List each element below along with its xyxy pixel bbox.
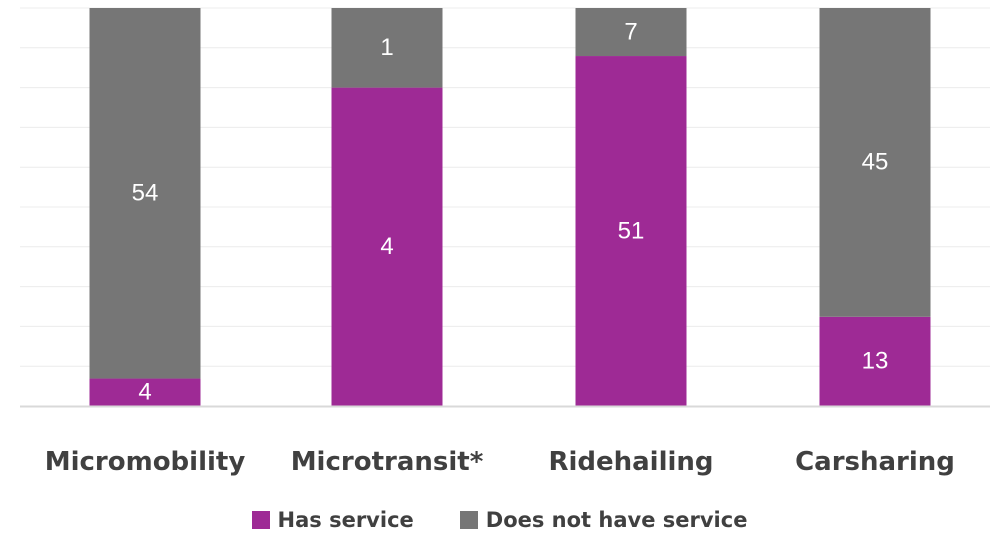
legend-label-has-service: Has service (277, 508, 414, 532)
data-label-has-service-micromobility: 4 (138, 379, 151, 406)
category-label-carsharing: Carsharing (795, 447, 955, 477)
bar-has-service-micromobility (89, 378, 201, 406)
bar-no-service-carsharing (819, 8, 931, 317)
data-label-has-service-microtransit: 4 (380, 233, 393, 260)
legend-swatch-has-service (251, 511, 270, 529)
bar-no-service-micromobility (89, 8, 201, 379)
legend-label-no-service: Does not have service (485, 508, 748, 532)
category-label-micromobility: Micromobility (45, 447, 246, 477)
legend: Has service Does not have service (0, 508, 999, 532)
data-label-no-service-carsharing: 45 (862, 149, 889, 176)
data-label-has-service-ridehailing: 51 (618, 217, 645, 244)
bar-has-service-ridehailing (575, 56, 687, 406)
data-label-no-service-ridehailing: 7 (624, 18, 637, 45)
bar-has-service-microtransit (331, 87, 443, 406)
data-label-no-service-micromobility: 54 (132, 180, 159, 207)
legend-item-no-service: Does not have service (459, 508, 748, 532)
bar-no-service-microtransit (331, 8, 443, 88)
bar-has-service-carsharing (819, 316, 931, 406)
category-label-ridehailing: Ridehailing (548, 447, 713, 477)
category-label-microtransit: Microtransit* (291, 447, 484, 477)
legend-swatch-no-service (459, 511, 478, 529)
data-label-no-service-microtransit: 1 (380, 34, 393, 61)
bars (89, 8, 931, 406)
legend-item-has-service: Has service (251, 508, 414, 532)
bar-labels: 4 54 4 1 51 7 13 45 (132, 18, 889, 405)
category-labels: Micromobility Microtransit* Ridehailing Car… (45, 447, 955, 477)
data-label-has-service-carsharing: 13 (862, 348, 889, 375)
bar-no-service-ridehailing (575, 8, 687, 57)
